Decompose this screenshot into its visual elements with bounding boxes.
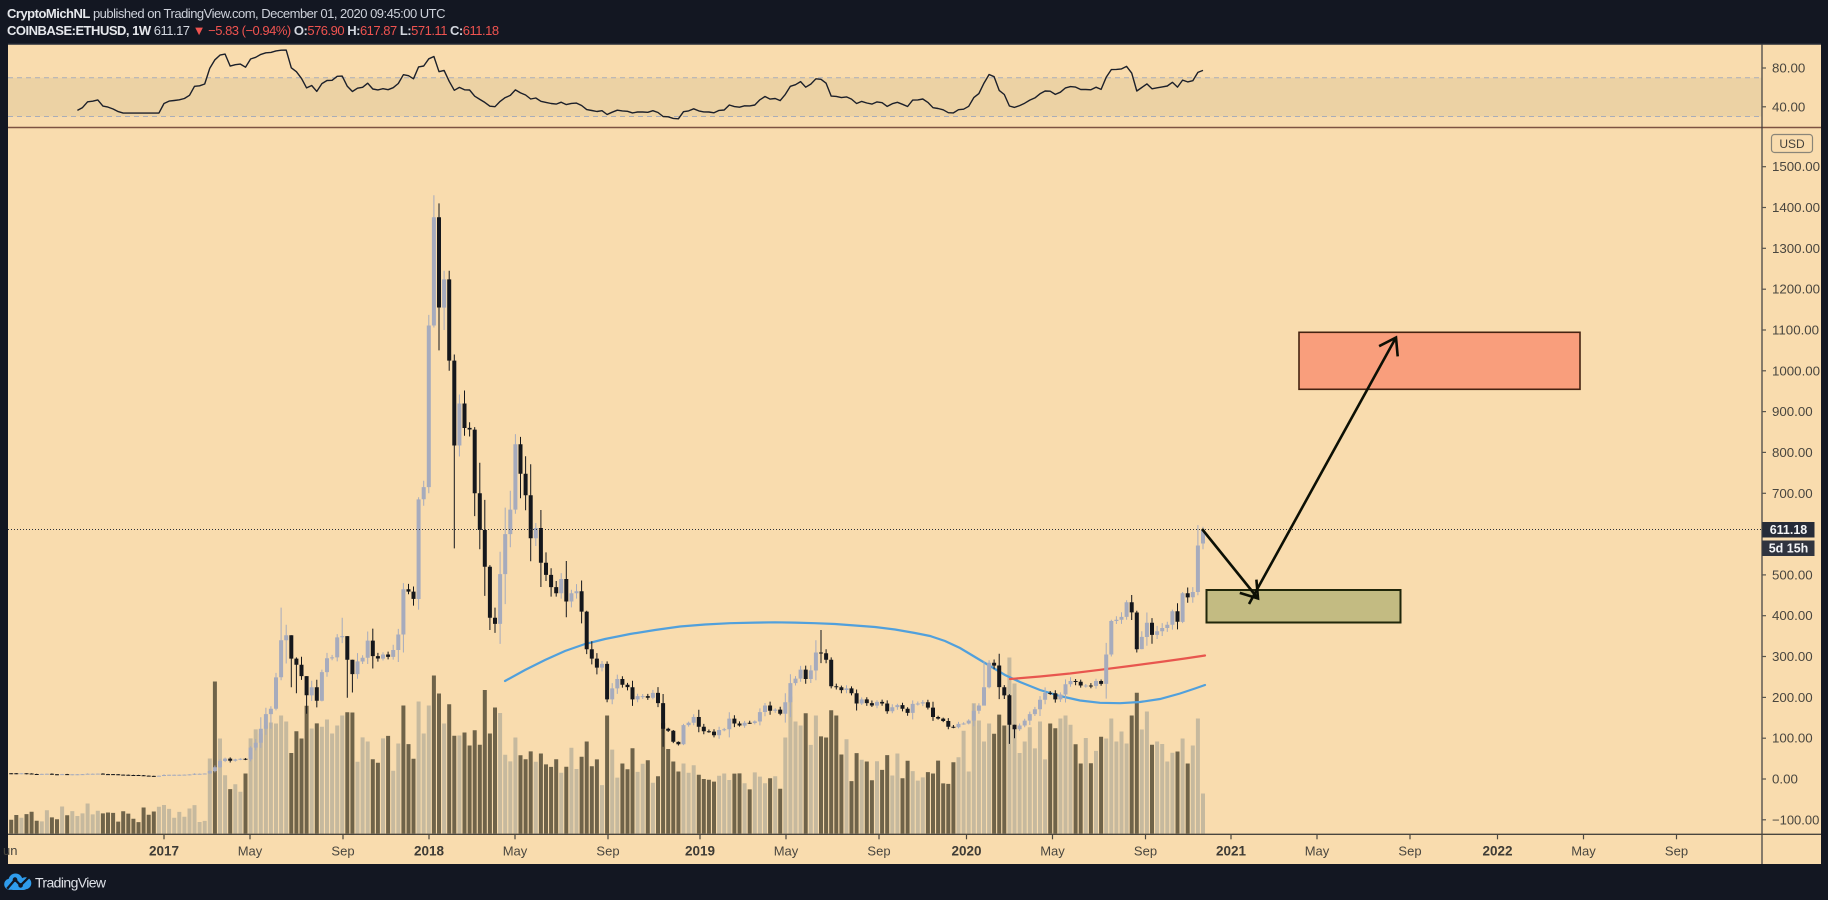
svg-text:300.00: 300.00 (1772, 649, 1813, 664)
svg-text:USD: USD (1779, 137, 1805, 151)
svg-text:1000.00: 1000.00 (1772, 363, 1820, 378)
svg-text:May: May (503, 844, 528, 859)
svg-text:2020: 2020 (951, 844, 981, 859)
svg-text:200.00: 200.00 (1772, 690, 1813, 705)
svg-text:TradingView: TradingView (35, 875, 107, 891)
svg-text:May: May (774, 844, 799, 859)
svg-text:Sep: Sep (331, 844, 354, 859)
svg-text:1200.00: 1200.00 (1772, 282, 1820, 297)
svg-text:COINBASE:ETHUSD, 1W 611.17 ▼: COINBASE:ETHUSD, 1W 611.17 ▼ −5.83 (−0.9… (7, 23, 499, 38)
svg-text:1100.00: 1100.00 (1772, 323, 1819, 338)
svg-text:May: May (238, 844, 263, 859)
svg-text:May: May (1305, 844, 1330, 859)
svg-text:1300.00: 1300.00 (1772, 241, 1820, 256)
svg-text:900.00: 900.00 (1772, 404, 1813, 419)
svg-text:2021: 2021 (1216, 844, 1247, 859)
svg-text:2019: 2019 (685, 844, 715, 859)
svg-text:2018: 2018 (414, 844, 445, 859)
svg-text:500.00: 500.00 (1772, 567, 1813, 582)
svg-text:800.00: 800.00 (1772, 445, 1813, 460)
svg-text:700.00: 700.00 (1772, 486, 1813, 501)
svg-text:Sep: Sep (596, 844, 619, 859)
svg-text:Sep: Sep (867, 844, 890, 859)
svg-text:May: May (1040, 844, 1065, 859)
svg-text:5d 15h: 5d 15h (1769, 542, 1809, 556)
svg-text:0.00: 0.00 (1772, 772, 1798, 787)
svg-text:80.00: 80.00 (1772, 61, 1805, 76)
svg-text:−100.00: −100.00 (1772, 812, 1819, 827)
svg-text:un: un (3, 843, 17, 858)
svg-text:CryptoMichNL published on Trad: CryptoMichNL published on TradingView.co… (7, 6, 445, 21)
svg-text:40.00: 40.00 (1772, 99, 1805, 114)
svg-text:Sep: Sep (1398, 844, 1421, 859)
svg-text:May: May (1571, 844, 1596, 859)
svg-text:1400.00: 1400.00 (1772, 200, 1820, 215)
svg-text:2022: 2022 (1482, 844, 1512, 859)
svg-text:100.00: 100.00 (1772, 731, 1813, 746)
svg-text:Sep: Sep (1665, 844, 1688, 859)
svg-text:Sep: Sep (1134, 844, 1157, 859)
svg-text:611.18: 611.18 (1770, 523, 1808, 537)
svg-text:2017: 2017 (149, 844, 179, 859)
svg-text:1500.00: 1500.00 (1772, 159, 1820, 174)
svg-text:400.00: 400.00 (1772, 608, 1813, 623)
